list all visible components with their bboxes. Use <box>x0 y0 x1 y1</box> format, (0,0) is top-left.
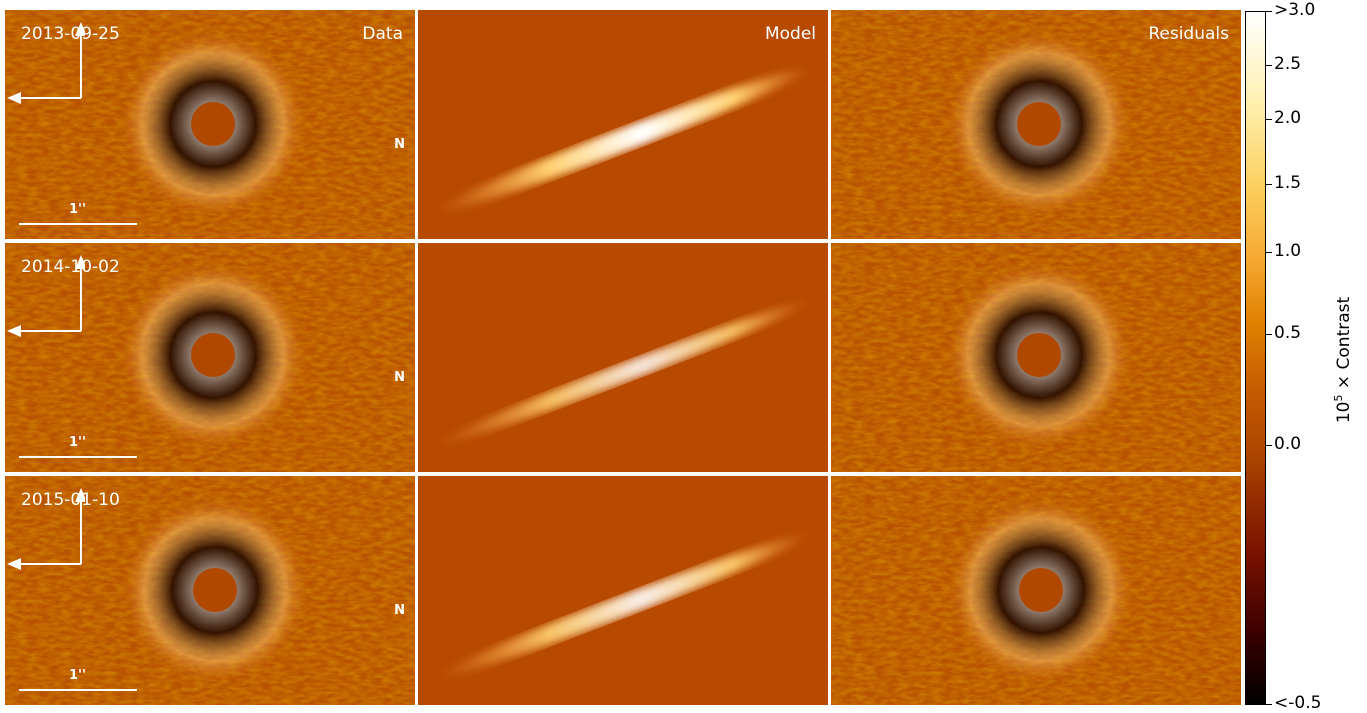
colorbar-tick-label: 2.0 <box>1274 108 1302 128</box>
column-label-residuals: Residuals <box>1148 24 1229 44</box>
compass-arrows-icon <box>7 255 85 337</box>
colorbar-tick <box>1266 704 1272 705</box>
image-grid: 2013-09-25 Data 1'' N <box>5 10 1241 706</box>
data-panel-row3: 2015-01-10 1'' N <box>5 476 415 705</box>
data-panel-row2: 2014-10-02 1'' N <box>5 243 415 472</box>
colorbar-tick <box>1266 184 1272 185</box>
residuals-panel-row2 <box>831 243 1241 472</box>
epoch-date: 2014-10-02 <box>21 257 120 277</box>
north-label: N <box>394 137 405 152</box>
colorbar-tick <box>1266 445 1272 446</box>
epoch-date: 2015-01-10 <box>21 490 120 510</box>
column-label-data: Data <box>362 24 403 44</box>
colorbar-tick-label: 0.0 <box>1274 434 1302 454</box>
north-label: N <box>394 603 405 618</box>
colorbar-tick-label: 1.0 <box>1274 241 1302 261</box>
north-label: N <box>394 370 405 385</box>
colorbar-tick <box>1266 252 1272 253</box>
colorbar-tick-label: 2.5 <box>1274 54 1302 74</box>
residuals-panel-row1: Residuals <box>831 10 1241 239</box>
colorbar-tick <box>1266 65 1272 66</box>
scale-bar <box>19 689 137 691</box>
model-panel-row3 <box>418 476 828 705</box>
scale-bar-label: 1'' <box>69 435 87 450</box>
colorbar-tick <box>1266 11 1272 12</box>
model-panel-row1: Model <box>418 10 828 239</box>
scale-bar-label: 1'' <box>69 202 87 217</box>
speckle-image <box>831 10 1241 239</box>
model-panel-row2 <box>418 243 828 472</box>
speckle-image <box>5 243 415 472</box>
colorbar-title: 105 × Contrast <box>1332 296 1354 424</box>
compass-arrows-icon <box>7 488 85 570</box>
data-panel-row1: 2013-09-25 Data 1'' N <box>5 10 415 239</box>
colorbar <box>1245 11 1266 705</box>
speckle-image <box>831 476 1241 705</box>
colorbar-tick <box>1266 334 1272 335</box>
colorbar-tick-label: >3.0 <box>1274 0 1316 20</box>
disk-model-image <box>418 476 828 705</box>
disk-model-image <box>418 243 828 472</box>
compass-arrows-icon <box>7 22 85 104</box>
speckle-image <box>831 243 1241 472</box>
column-label-model: Model <box>764 24 816 44</box>
colorbar-tick <box>1266 119 1272 120</box>
epoch-date: 2013-09-25 <box>21 24 120 44</box>
colorbar-tick-label: 0.5 <box>1274 323 1302 343</box>
scale-bar <box>19 456 137 458</box>
scale-bar-label: 1'' <box>69 668 87 683</box>
colorbar-tick-label: <-0.5 <box>1274 693 1322 713</box>
residuals-panel-row3 <box>831 476 1241 705</box>
disk-model-image <box>418 10 828 239</box>
speckle-image <box>5 476 415 705</box>
speckle-image <box>5 10 415 239</box>
colorbar-tick-label: 1.5 <box>1274 173 1302 193</box>
scale-bar <box>19 223 137 225</box>
